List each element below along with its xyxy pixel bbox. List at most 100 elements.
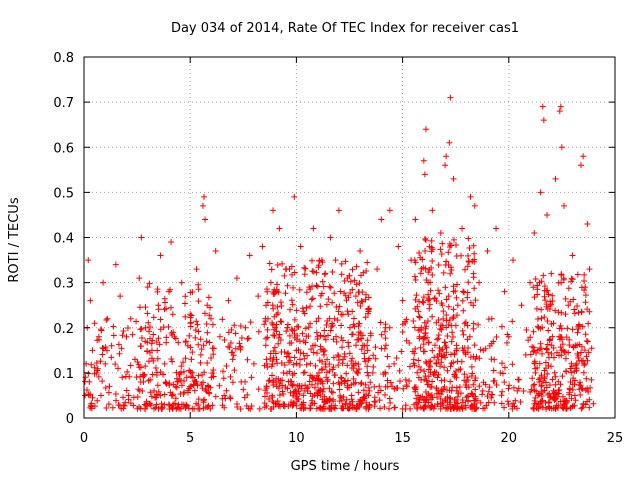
data-point — [579, 404, 586, 411]
y-tick-label: 0.6 — [53, 141, 74, 156]
data-point — [326, 385, 333, 392]
data-point — [287, 306, 294, 313]
data-point — [556, 352, 563, 359]
data-point — [567, 365, 574, 372]
data-point — [264, 364, 271, 371]
data-point — [299, 330, 306, 337]
data-point — [93, 369, 100, 376]
data-point — [195, 298, 202, 305]
data-point — [342, 258, 349, 265]
data-point — [434, 374, 441, 381]
data-point — [255, 293, 262, 300]
data-point — [223, 387, 230, 394]
data-point — [357, 396, 364, 403]
data-point — [129, 331, 136, 338]
data-point — [460, 347, 467, 354]
data-point — [191, 405, 198, 412]
data-point — [440, 269, 447, 276]
data-point — [333, 333, 340, 340]
data-point — [552, 381, 559, 388]
data-point — [240, 386, 247, 393]
data-point — [412, 216, 419, 223]
data-point — [326, 368, 333, 375]
data-point — [515, 376, 522, 383]
data-point — [89, 347, 96, 354]
data-point — [146, 324, 153, 330]
data-point — [509, 318, 516, 325]
data-point — [331, 315, 338, 322]
data-point — [531, 347, 538, 354]
data-point — [332, 402, 339, 409]
data-point — [341, 378, 348, 385]
data-point — [568, 369, 575, 376]
data-point — [381, 403, 388, 410]
data-point — [536, 401, 543, 408]
data-point — [565, 285, 572, 292]
data-point — [113, 397, 120, 404]
data-point — [566, 336, 573, 343]
data-point — [338, 322, 345, 329]
data-point — [406, 378, 413, 385]
data-point — [305, 333, 312, 340]
data-point — [333, 303, 340, 310]
data-point — [582, 292, 589, 299]
data-point — [291, 327, 298, 334]
data-point — [156, 341, 163, 348]
data-point — [177, 391, 184, 398]
data-point — [287, 389, 294, 396]
data-point — [284, 385, 291, 392]
data-point — [395, 243, 402, 250]
data-point — [446, 399, 453, 406]
data-point — [560, 347, 567, 354]
data-point — [272, 379, 279, 386]
data-point — [163, 305, 170, 312]
data-point — [300, 350, 307, 357]
data-point — [227, 395, 234, 402]
data-point — [154, 347, 161, 354]
data-point — [316, 357, 323, 364]
data-point — [322, 270, 329, 277]
data-point — [545, 327, 552, 334]
data-point — [431, 342, 438, 349]
data-point — [470, 381, 477, 388]
data-point — [457, 366, 464, 373]
data-point — [347, 289, 354, 296]
data-point — [91, 403, 98, 410]
data-point — [461, 344, 468, 351]
data-point — [246, 252, 253, 259]
data-point — [216, 333, 223, 340]
data-point — [550, 387, 557, 394]
data-point — [532, 369, 539, 376]
data-point — [412, 277, 419, 284]
data-point — [88, 361, 95, 368]
data-point — [210, 367, 217, 374]
data-point — [271, 313, 278, 320]
data-point — [314, 390, 321, 397]
data-point — [134, 359, 141, 366]
data-point — [361, 350, 368, 357]
data-point — [351, 404, 358, 411]
data-point — [144, 339, 151, 346]
data-point — [563, 397, 570, 404]
data-point — [202, 386, 209, 393]
data-point — [264, 326, 271, 333]
data-point — [140, 378, 147, 385]
data-point — [269, 394, 276, 401]
data-point — [543, 345, 550, 352]
data-point — [324, 332, 331, 339]
data-point — [541, 283, 548, 290]
data-point — [100, 279, 107, 286]
data-point — [501, 288, 508, 295]
data-point — [161, 306, 168, 313]
data-point — [168, 356, 175, 363]
data-point — [207, 405, 214, 412]
data-point — [452, 404, 459, 411]
data-point — [275, 309, 282, 316]
data-point — [348, 392, 355, 399]
data-point — [443, 317, 450, 324]
data-point — [290, 381, 297, 388]
data-point — [234, 400, 241, 407]
data-point — [278, 349, 285, 356]
data-point — [459, 297, 466, 304]
data-point — [327, 234, 334, 241]
